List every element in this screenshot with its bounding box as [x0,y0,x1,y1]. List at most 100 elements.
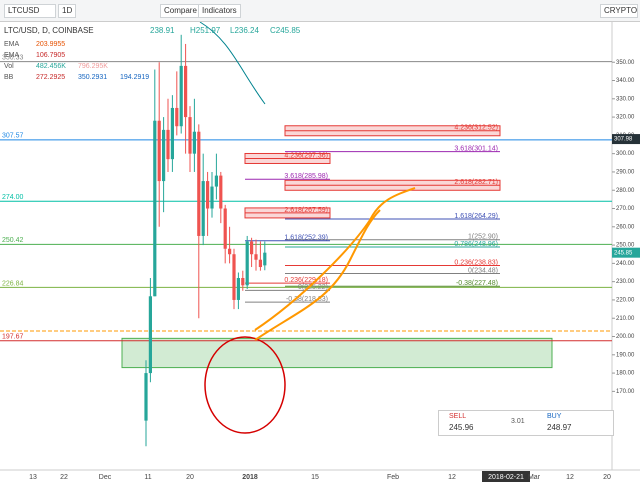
spread: 3.01 [511,418,525,425]
x-tick-label: 13 [29,474,37,481]
legend-value: 350.2931 [78,74,107,81]
candle-body [179,65,183,127]
x-tick-label: 15 [311,474,319,481]
candle-body [201,181,205,236]
sell-label[interactable]: SELL [449,413,467,420]
fib-label: 1(252.90) [468,234,498,241]
candle-body [210,186,214,209]
legend-name: EMA [4,52,20,59]
bb-line [199,21,266,105]
fib-label: 2.618(267.59) [284,207,328,214]
y-tick-label: 210.00 [616,316,635,322]
market[interactable]: CRYPTO [600,4,638,18]
candle-body [258,259,262,268]
projection-arrow [254,209,381,341]
candle-body [153,120,157,297]
buy-price[interactable]: 248.97 [547,423,572,432]
trade-panel: SELL 245.96 3.01 BUY 248.97 [438,410,614,436]
price-tag [612,134,640,145]
ohlc-value: L236.24 [230,26,259,35]
fib-label: 0(225.22) [298,284,328,291]
y-tick-label: 250.00 [616,243,635,249]
candle-body [175,107,179,127]
y-tick-label: 330.00 [616,96,635,102]
x-tick-label: 12 [566,474,574,481]
price-tag-label: 307.98 [614,137,633,143]
legend-title: LTC/USD, D, COINBASE [4,26,94,35]
y-tick-label: 270.00 [616,206,635,212]
buy-label[interactable]: BUY [547,413,562,420]
toolbar: LTCUSD 1D Compare Indicators CRYPTO [0,0,640,22]
symbol[interactable]: LTCUSD [4,4,56,18]
ohlc-value: H251.97 [190,26,221,35]
y-tick-label: 260.00 [616,224,635,230]
candle-body [263,252,267,266]
candle-body [223,208,227,249]
indicators[interactable]: Indicators [198,4,241,18]
x-tick-label: 22 [60,474,68,481]
legend: LTC/USD, D, COINBASE 238.91 H251.97 L236.24… [4,26,301,81]
y-tick-label: 350.00 [616,60,635,66]
level-label: 307.57 [2,133,24,140]
candle-body [219,175,223,209]
fib-label: 1.618(264.29) [454,213,498,220]
interval[interactable]: 1D [58,4,77,18]
legend-name: Vol [4,63,14,70]
candle-body [162,129,166,182]
candle-body [148,296,152,374]
y-tick-label: 190.00 [616,352,635,358]
candle-body [214,175,218,187]
fib-label: 0.236(229.18) [284,277,328,284]
x-tick-label: 2018 [242,474,258,481]
legend-value: 272.2925 [36,74,65,81]
level-label: 250.42 [2,237,24,244]
y-tick-label: 200.00 [616,334,635,340]
fib-label: 4.236(312.52) [454,125,498,132]
level-label: 274.00 [2,194,24,201]
date-highlight [482,471,530,482]
fib-label: 3.618(285.98) [284,173,328,180]
fib-label: 1.618(252.39) [284,235,328,242]
x-tick-label: 12 [448,474,456,481]
legend-value: 482.456K [36,63,66,70]
fib-label: 0(234.48) [468,267,498,274]
compare[interactable]: Compare [160,4,201,18]
fib-label: 4.236(297.36) [284,152,328,159]
x-tick-label: 2018-02-21 [488,474,524,481]
x-tick-label: Dec [99,474,112,481]
level-label: 197.67 [2,334,24,341]
candle-body [170,107,174,160]
y-tick-label: 170.00 [616,389,635,395]
y-tick-label: 340.00 [616,78,635,84]
candle-body [197,131,201,236]
legend-name: BB [4,74,14,81]
y-tick-label: 320.00 [616,115,635,121]
price-axis [612,22,640,470]
candle-body [241,278,245,286]
candle-body [144,373,148,421]
circle-annotation [204,336,286,434]
price-tag [612,247,640,258]
candle-body [192,131,196,154]
price-tag-label: 245.85 [614,250,633,256]
fib-label: 3.618(301.14) [454,145,498,152]
fib-label: 0.786(248.96) [454,241,498,248]
candle-body [157,120,161,182]
candle-body [188,117,192,154]
x-tick-label: 20 [603,474,611,481]
y-tick-label: 280.00 [616,188,635,194]
sell-price[interactable]: 245.96 [449,423,474,432]
candle-body [232,254,236,300]
legend-value: 203.9955 [36,41,65,48]
legend-value: 194.2919 [120,74,149,81]
fib-label: 2.618(282.71) [454,179,498,186]
ohlc-value: C245.85 [270,26,301,35]
y-tick-label: 180.00 [616,371,635,377]
candle-body [228,248,232,255]
x-tick-label: 11 [144,474,151,481]
ohlc-value: 238.91 [150,26,175,35]
y-tick-label: 300.00 [616,151,635,157]
fib-label: -0.38(218.83) [286,296,328,303]
